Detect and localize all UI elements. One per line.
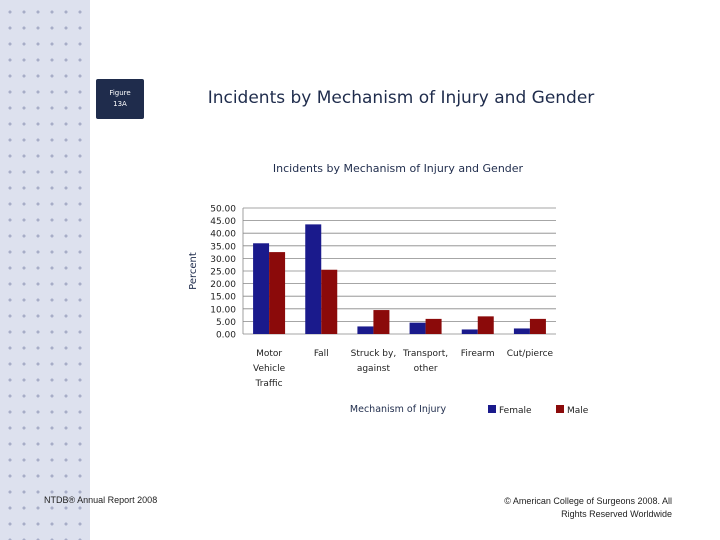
y-tick-label: 50.00 — [210, 205, 236, 215]
figure-badge: Figure 13A — [96, 79, 144, 119]
x-tick-label: Struck by, — [351, 349, 397, 359]
bar-male — [477, 316, 494, 334]
bar-male — [269, 252, 286, 334]
x-tick-label: Vehicle — [253, 364, 286, 374]
y-tick-label: 0.00 — [216, 331, 236, 341]
bar-female — [357, 326, 374, 334]
bar-female — [305, 224, 322, 334]
legend-label-female: Female — [499, 406, 532, 416]
bar-male — [529, 318, 546, 334]
bar-female — [409, 322, 426, 334]
bar-male — [321, 269, 338, 334]
x-tick-label: Traffic — [255, 379, 283, 389]
y-tick-label: 20.00 — [210, 280, 236, 290]
figure-badge-number: 13A — [113, 100, 127, 108]
y-tick-label: 35.00 — [210, 242, 236, 252]
x-axis-label: Mechanism of Injury — [350, 404, 447, 415]
legend-label-male: Male — [567, 406, 589, 416]
bar-female — [461, 329, 478, 334]
copyright-line-2: Rights Reserved Worldwide — [561, 509, 672, 519]
y-tick-label: 25.00 — [210, 268, 236, 278]
y-tick-label: 45.00 — [210, 217, 236, 227]
decorative-dot-strip — [0, 0, 90, 540]
legend-swatch-male — [556, 405, 564, 413]
x-tick-label: against — [357, 364, 391, 374]
figure-badge-label: Figure — [109, 89, 131, 97]
y-tick-label: 5.00 — [216, 318, 236, 328]
y-tick-label: 30.00 — [210, 255, 236, 265]
x-tick-label: Cut/pierce — [507, 349, 554, 359]
bar-male — [425, 318, 442, 334]
bar-female — [513, 328, 530, 334]
y-tick-label: 15.00 — [210, 293, 236, 303]
y-axis-label: Percent — [188, 252, 199, 290]
y-tick-label: 10.00 — [210, 305, 236, 315]
x-tick-label: Firearm — [461, 349, 495, 359]
slide-title: Incidents by Mechanism of Injury and Gen… — [207, 88, 595, 108]
bar-male — [373, 310, 390, 334]
y-tick-label: 40.00 — [210, 230, 236, 240]
bar-female — [253, 243, 270, 334]
copyright-line-1: © American College of Surgeons 2008. All — [504, 496, 672, 506]
footer-right: © American College of Surgeons 2008. All… — [432, 495, 672, 521]
chart-title: Incidents by Mechanism of Injury and Gen… — [273, 162, 524, 175]
footer-left: NTDB® Annual Report 2008 — [44, 495, 158, 505]
x-tick-label: Transport, — [402, 349, 448, 359]
x-tick-label: Fall — [314, 349, 329, 359]
x-tick-label: Motor — [256, 349, 282, 359]
legend-swatch-female — [488, 405, 496, 413]
x-tick-label: other — [414, 364, 438, 374]
